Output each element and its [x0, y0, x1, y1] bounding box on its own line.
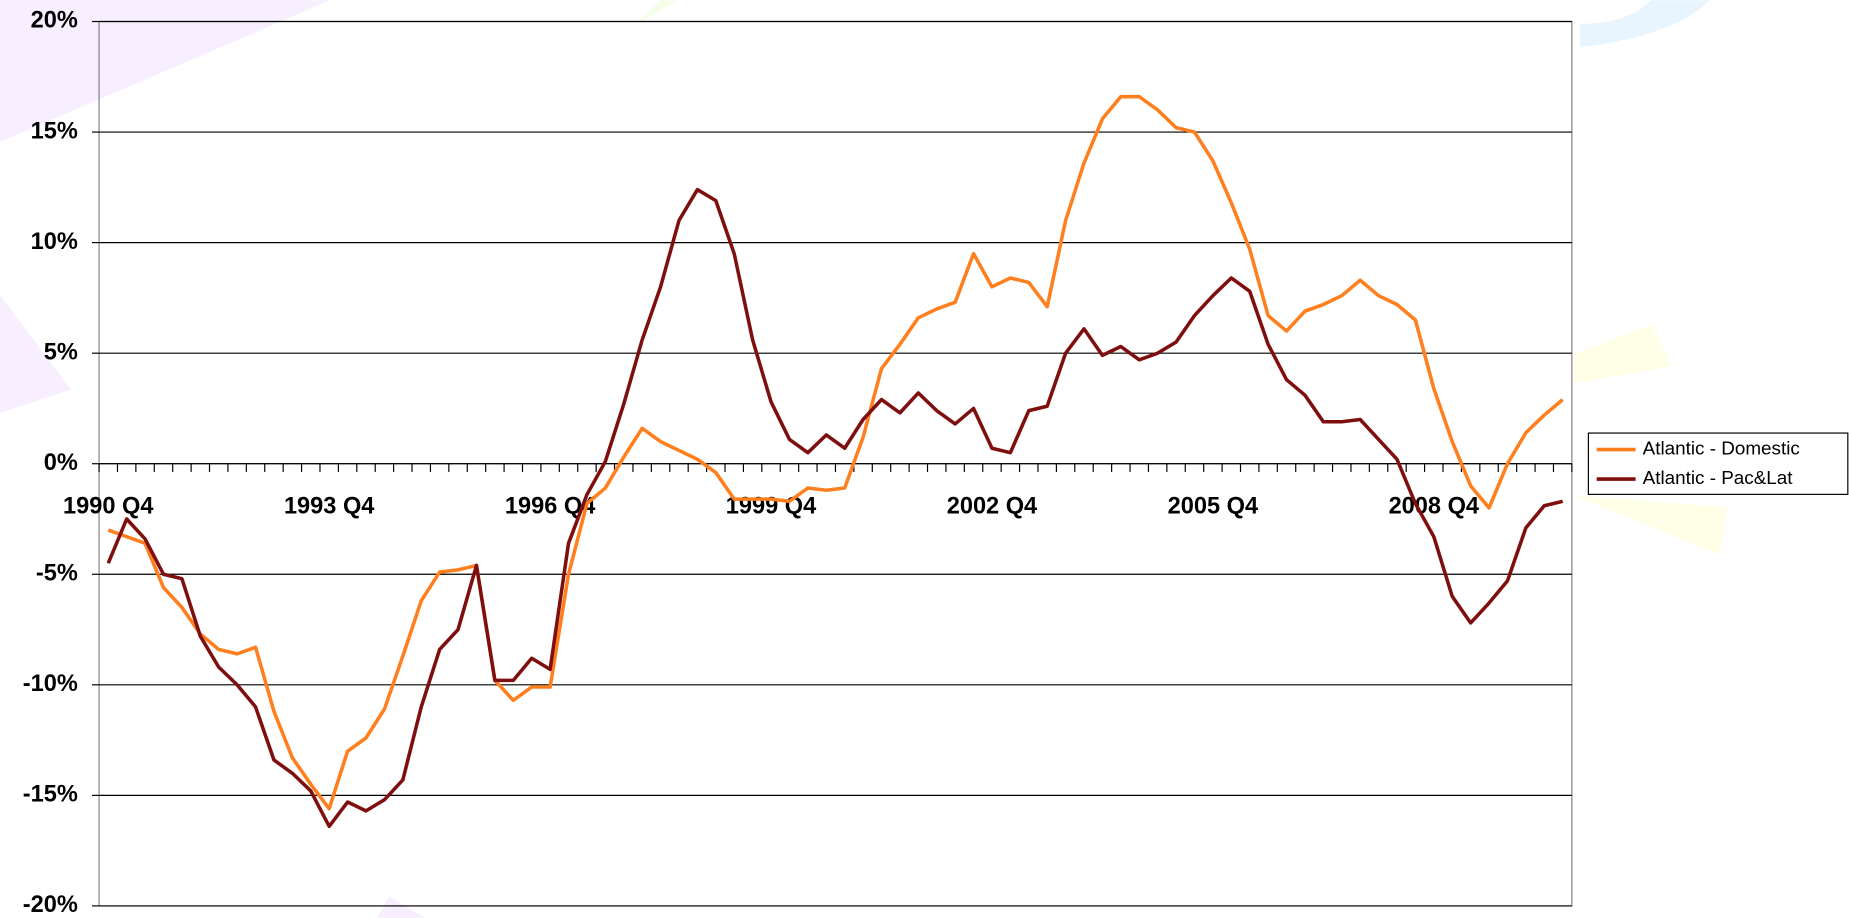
- x-tick-label: 1990 Q4: [63, 493, 153, 519]
- y-tick-label: 20%: [31, 7, 78, 33]
- y-tick-label: -10%: [23, 670, 78, 696]
- y-tick-label: 5%: [44, 338, 78, 364]
- y-tick-label: -5%: [36, 560, 78, 586]
- x-tick-label: 2008 Q4: [1389, 493, 1479, 519]
- y-tick-label: -20%: [23, 891, 78, 917]
- y-tick-label: -15%: [23, 781, 78, 807]
- y-tick-label: 10%: [31, 228, 78, 254]
- background-decoration: [0, 0, 1728, 917]
- y-tick-label: 15%: [31, 117, 78, 143]
- chart: -20% -15% -10% -5% 0% 5% 10% 15% 20% 1990 Q4 1993 …: [0, 0, 1849, 918]
- series-line: [108, 97, 1562, 809]
- legend-label: Atlantic - Pac&Lat: [1643, 467, 1794, 488]
- x-tick-label: 1999 Q4: [726, 493, 816, 519]
- y-tick-label: 0%: [44, 449, 78, 475]
- x-tick-label: 1993 Q4: [284, 493, 374, 519]
- legend-label: Atlantic - Domestic: [1643, 438, 1800, 459]
- x-tick-label: 2005 Q4: [1168, 493, 1258, 519]
- x-tick-label: 2002 Q4: [947, 493, 1037, 519]
